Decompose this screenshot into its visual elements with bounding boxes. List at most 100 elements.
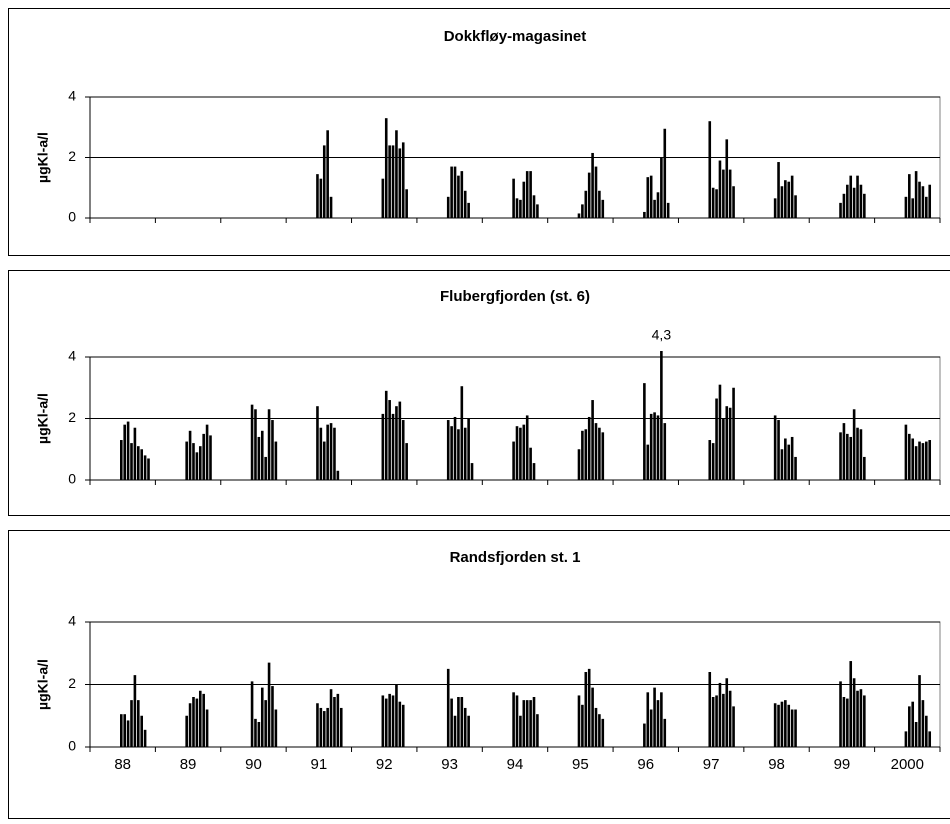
bar: [725, 406, 729, 480]
bar: [202, 433, 205, 480]
bar: [649, 709, 653, 747]
bar: [842, 193, 846, 218]
bar: [463, 427, 467, 480]
x-tick-label: 92: [376, 756, 393, 773]
bar: [790, 709, 794, 747]
bar: [467, 715, 470, 747]
bar: [780, 449, 784, 480]
bar: [715, 695, 718, 747]
bar: [914, 446, 918, 480]
bar: [663, 128, 667, 218]
bar: [790, 436, 794, 480]
bar: [515, 695, 519, 747]
bar: [577, 213, 581, 218]
bar: [732, 387, 735, 480]
bar: [908, 433, 911, 480]
bar: [646, 444, 650, 480]
bar: [133, 427, 137, 480]
x-tick-label: 97: [703, 756, 720, 773]
bar: [260, 687, 264, 747]
bar: [725, 678, 729, 747]
bar: [908, 706, 911, 747]
bar: [601, 199, 605, 218]
bar: [137, 700, 140, 747]
bar: [581, 204, 584, 218]
bar: [522, 424, 526, 480]
bar: [326, 424, 329, 480]
bar: [918, 181, 921, 218]
bar: [653, 199, 656, 218]
chart-title: Dokkfløy-magasinet: [444, 28, 587, 45]
bar: [649, 175, 653, 218]
bar: [584, 429, 588, 480]
bar: [446, 420, 450, 480]
bar: [519, 427, 522, 480]
bar: [594, 166, 598, 218]
bar: [529, 171, 532, 218]
y-axis-label: µgKl-a/l: [35, 393, 51, 444]
bar: [453, 166, 457, 218]
bar: [209, 435, 212, 480]
bar: [852, 409, 856, 480]
bar: [460, 697, 464, 747]
bar: [450, 426, 453, 480]
bar: [384, 118, 388, 218]
bar: [584, 190, 588, 218]
bar: [260, 430, 264, 480]
bar: [381, 178, 385, 218]
bar: [787, 704, 791, 747]
bar: [908, 174, 911, 218]
bar: [914, 171, 918, 218]
bar: [198, 446, 202, 480]
bar: [254, 409, 257, 480]
bar: [591, 687, 594, 747]
bar: [921, 700, 925, 747]
bar: [718, 682, 722, 747]
x-tick-label: 98: [768, 756, 785, 773]
bar: [842, 697, 846, 747]
y-tick-label: 2: [68, 675, 76, 691]
bar: [401, 420, 405, 480]
bar: [587, 668, 591, 747]
bar: [780, 186, 784, 218]
chart-panel: Flubergfjorden (st. 6) µgKl-a/l 0 2 4 4,3: [8, 270, 950, 516]
bar: [326, 707, 329, 747]
bar: [130, 700, 133, 747]
bar: [784, 180, 787, 218]
bar: [322, 711, 326, 747]
bar: [457, 175, 460, 218]
bar: [319, 178, 323, 218]
bar: [250, 681, 254, 747]
bar: [267, 662, 271, 747]
bar: [316, 406, 319, 480]
bar: [856, 690, 859, 747]
bar: [525, 700, 529, 747]
bar: [839, 681, 842, 747]
y-tick-label: 4: [68, 88, 76, 104]
bar: [839, 432, 842, 480]
bar: [577, 695, 581, 747]
bar: [147, 458, 150, 480]
bar: [708, 672, 712, 747]
bar: [532, 463, 536, 480]
bar: [656, 192, 660, 218]
bar: [863, 193, 866, 218]
bar: [925, 196, 928, 218]
bar: [532, 195, 536, 218]
bar: [405, 443, 408, 480]
bar: [653, 412, 656, 480]
bar: [732, 186, 735, 218]
bar: [928, 731, 932, 747]
bar: [446, 668, 450, 747]
bar: [143, 729, 147, 747]
bar: [863, 456, 866, 480]
bar: [126, 720, 130, 747]
bar: [188, 430, 192, 480]
chart-title: Flubergfjorden (st. 6): [440, 288, 590, 305]
x-tick-label: 95: [572, 756, 589, 773]
bar: [852, 678, 856, 747]
bar: [398, 401, 402, 480]
bar: [725, 139, 729, 218]
bar: [398, 701, 402, 747]
bar: [839, 202, 842, 218]
